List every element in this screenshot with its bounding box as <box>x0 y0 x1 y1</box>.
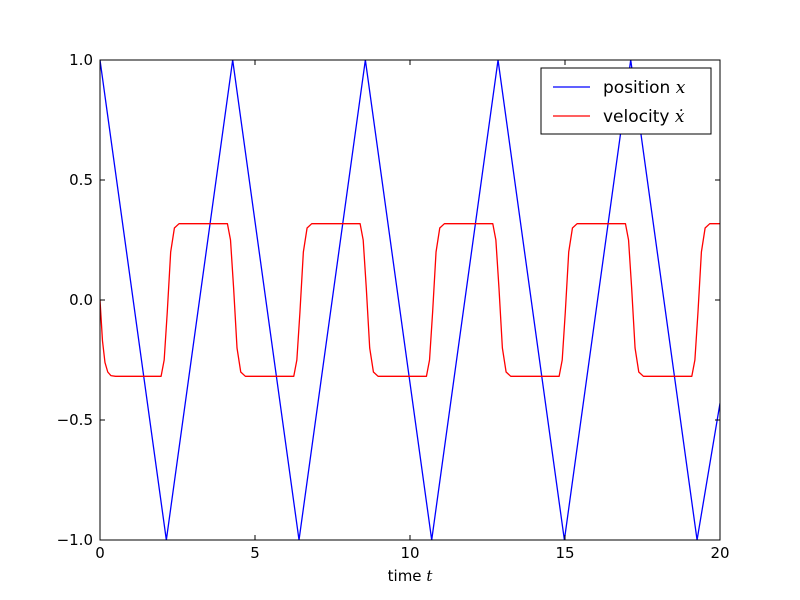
series-layer <box>100 60 720 540</box>
series-line-velocity <box>100 223 720 377</box>
legend-label-position-var: x <box>676 78 686 98</box>
y-tick-label: −0.5 <box>57 411 93 429</box>
x-axis-label-var: t <box>426 567 433 585</box>
y-tick-label: 1.0 <box>69 51 93 69</box>
legend-label-position: position x <box>603 78 686 98</box>
y-tick-label: −1.0 <box>57 531 93 549</box>
legend-box <box>540 67 712 135</box>
legend-label-velocity: velocity ẋ <box>603 107 685 127</box>
legend-label-position-name: position <box>603 78 670 98</box>
x-tick-label: 5 <box>250 544 260 562</box>
y-tick-label: 0.0 <box>69 291 93 309</box>
x-tick-label: 15 <box>555 544 574 562</box>
y-tick-label: 0.5 <box>69 171 93 189</box>
x-axis-label: time t <box>388 567 434 585</box>
x-tick-label: 0 <box>95 544 105 562</box>
x-axis-label-text: time <box>388 567 422 585</box>
x-axis-ticks: 0 5 10 15 20 <box>95 60 730 562</box>
series-line-position <box>100 60 720 540</box>
legend-label-velocity-var: ẋ <box>675 107 685 127</box>
x-tick-label: 10 <box>400 544 419 562</box>
x-tick-label: 20 <box>710 544 729 562</box>
y-axis-ticks: −1.0 −0.5 0.0 0.5 1.0 <box>57 51 720 549</box>
legend: position x velocity ẋ <box>540 67 712 135</box>
legend-label-velocity-name: velocity <box>603 107 669 127</box>
